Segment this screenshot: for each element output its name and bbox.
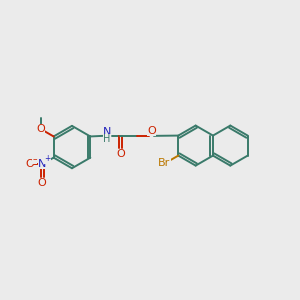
Text: O: O <box>116 149 125 159</box>
Text: +: + <box>44 154 51 164</box>
Text: H: H <box>103 134 111 144</box>
Text: N: N <box>38 159 46 169</box>
Text: –: – <box>32 155 37 164</box>
Text: N: N <box>103 127 111 137</box>
Text: O: O <box>38 178 46 188</box>
Text: O: O <box>147 126 156 136</box>
Text: O: O <box>37 124 45 134</box>
Text: O: O <box>26 159 34 169</box>
Text: Br: Br <box>158 158 170 168</box>
